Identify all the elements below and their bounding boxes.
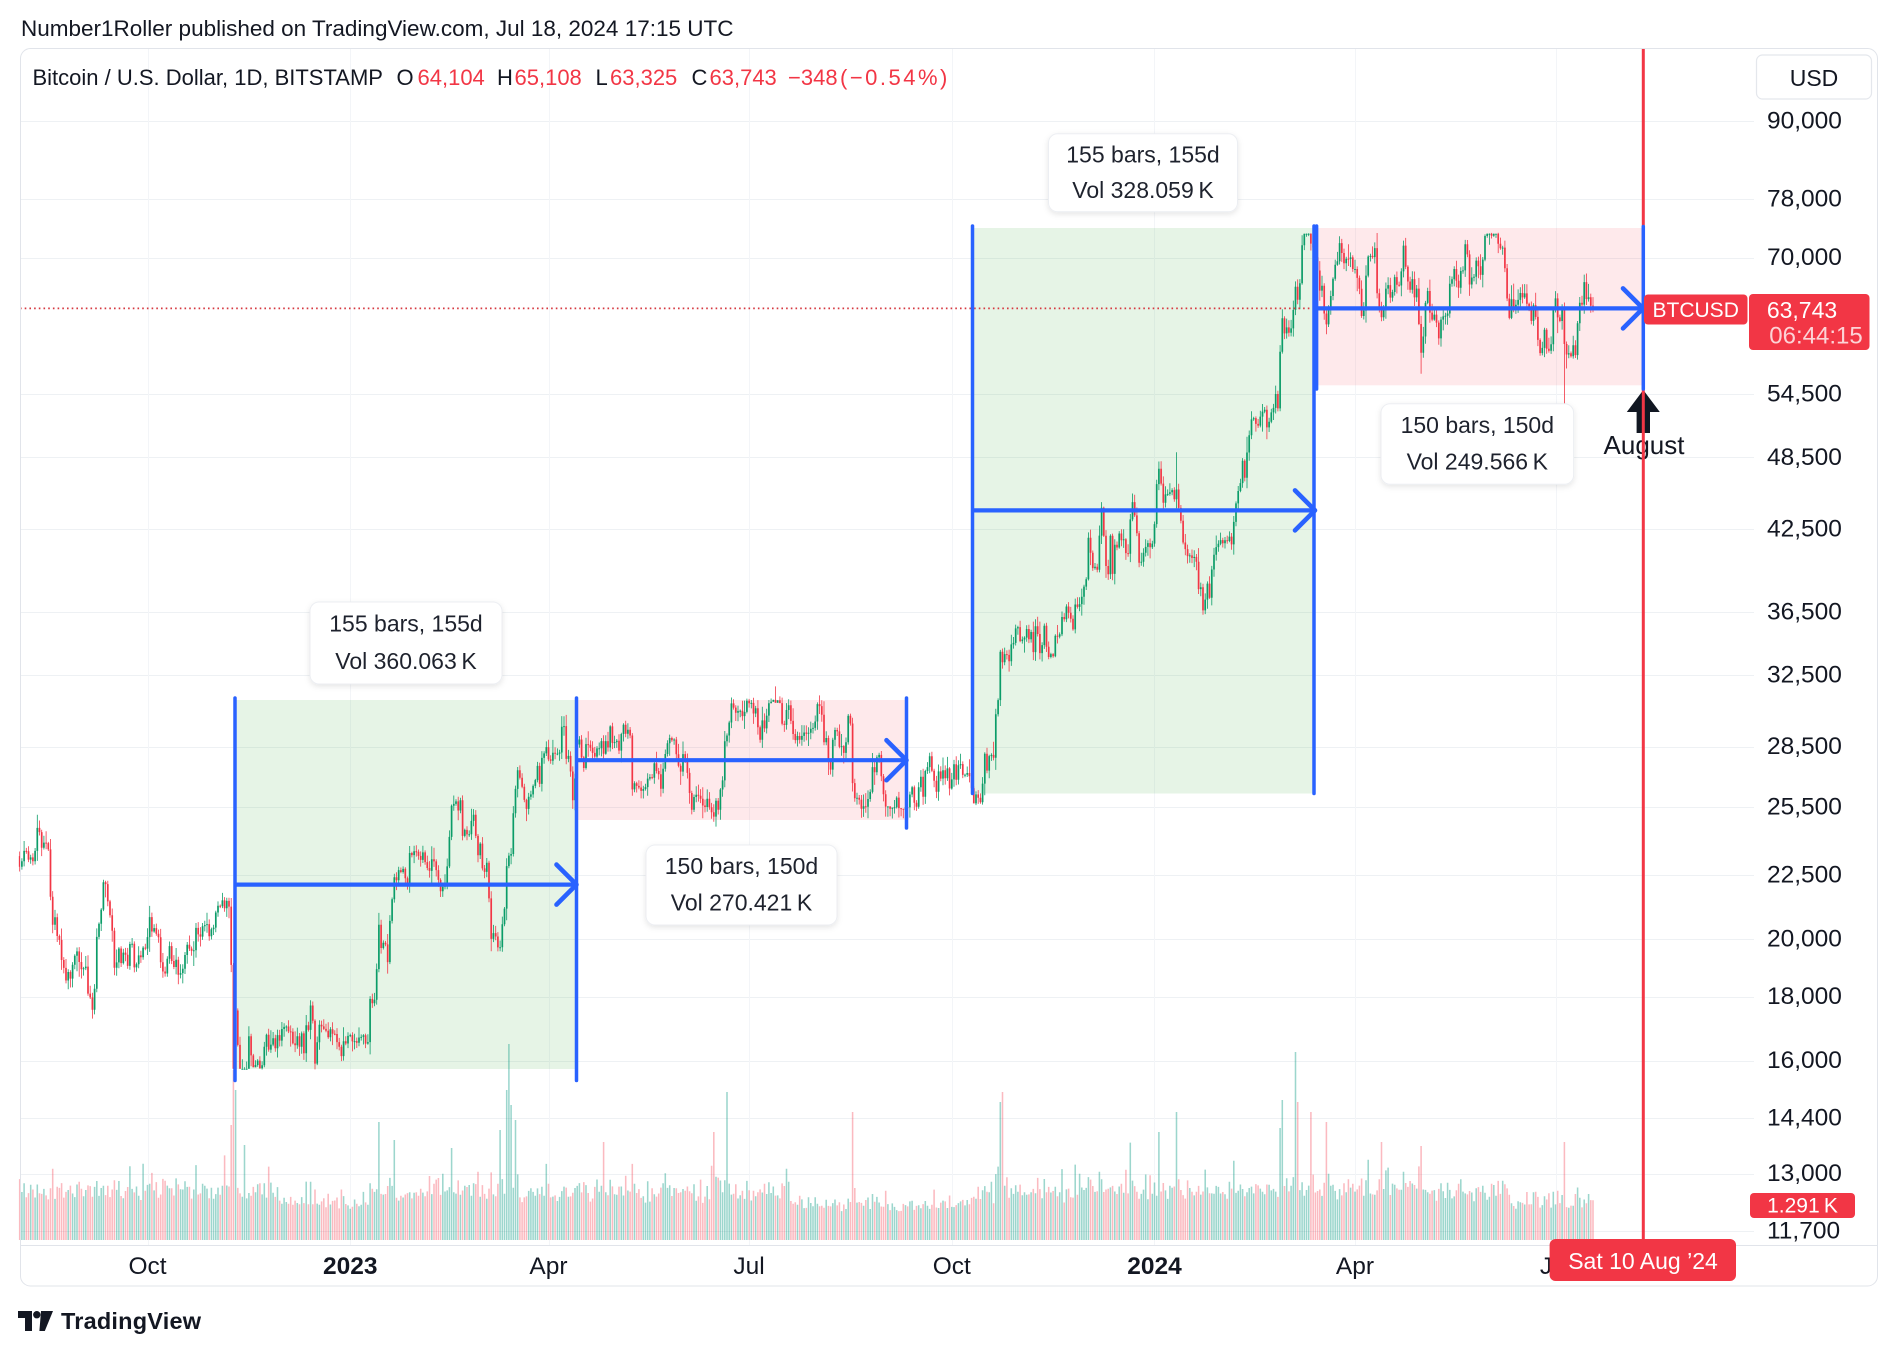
svg-text:USD: USD <box>1790 65 1839 91</box>
svg-text:06:44:15: 06:44:15 <box>1769 323 1862 350</box>
svg-text:Apr: Apr <box>529 1253 567 1280</box>
svg-text:42,500: 42,500 <box>1767 516 1842 543</box>
svg-text:Number1Roller published on Tra: Number1Roller published on TradingView.c… <box>21 16 734 41</box>
svg-text:63,743: 63,743 <box>1767 297 1837 323</box>
svg-text:64,104: 64,104 <box>418 65 485 90</box>
svg-text:H: H <box>497 65 513 90</box>
svg-text:90,000: 90,000 <box>1767 108 1842 135</box>
svg-text:25,500: 25,500 <box>1767 794 1842 821</box>
svg-text:14,400: 14,400 <box>1767 1104 1842 1131</box>
svg-text:−348: −348 <box>788 65 838 90</box>
svg-text:63,325: 63,325 <box>610 65 677 90</box>
svg-text:(−0.54%): (−0.54%) <box>840 65 950 90</box>
svg-text:Vol 249.566 K: Vol 249.566 K <box>1407 449 1549 475</box>
svg-text:Vol 360.063 K: Vol 360.063 K <box>335 648 477 674</box>
svg-text:2024: 2024 <box>1127 1253 1182 1280</box>
svg-text:155 bars, 155d: 155 bars, 155d <box>329 611 482 637</box>
svg-text:Bitcoin / U.S. Dollar, 1D, BIT: Bitcoin / U.S. Dollar, 1D, BITSTAMP <box>33 65 383 90</box>
svg-text:48,500: 48,500 <box>1767 444 1842 471</box>
svg-text:65,108: 65,108 <box>515 65 582 90</box>
svg-text:63,743: 63,743 <box>710 65 777 90</box>
svg-text:2023: 2023 <box>323 1253 378 1280</box>
svg-text:Jul: Jul <box>733 1253 764 1280</box>
svg-text:TradingView: TradingView <box>61 1308 202 1334</box>
svg-text:Sat 10 Aug ’24: Sat 10 Aug ’24 <box>1568 1248 1718 1274</box>
svg-text:1.291 K: 1.291 K <box>1767 1195 1838 1218</box>
svg-text:16,000: 16,000 <box>1767 1047 1842 1074</box>
svg-text:11,700: 11,700 <box>1767 1217 1840 1244</box>
svg-text:Vol 328.059 K: Vol 328.059 K <box>1072 177 1214 203</box>
svg-text:C: C <box>692 65 708 90</box>
svg-text:36,500: 36,500 <box>1767 599 1842 626</box>
svg-text:Oct: Oct <box>128 1253 166 1280</box>
svg-text:18,000: 18,000 <box>1767 983 1842 1010</box>
svg-text:32,500: 32,500 <box>1767 662 1842 689</box>
svg-text:20,000: 20,000 <box>1767 926 1842 953</box>
svg-text:78,000: 78,000 <box>1767 185 1842 212</box>
svg-text:13,000: 13,000 <box>1767 1160 1842 1187</box>
svg-text:Vol 270.421 K: Vol 270.421 K <box>671 890 813 916</box>
svg-text:BTCUSD: BTCUSD <box>1653 299 1739 322</box>
svg-text:54,500: 54,500 <box>1767 380 1842 407</box>
svg-text:Apr: Apr <box>1336 1253 1374 1280</box>
svg-text:70,000: 70,000 <box>1767 244 1842 271</box>
svg-text:28,500: 28,500 <box>1767 733 1842 760</box>
svg-text:O: O <box>397 65 414 90</box>
svg-text:L: L <box>596 65 608 90</box>
svg-text:150 bars, 150d: 150 bars, 150d <box>1401 412 1554 438</box>
svg-text:22,500: 22,500 <box>1767 862 1842 889</box>
svg-text:155 bars, 155d: 155 bars, 155d <box>1066 141 1219 167</box>
svg-text:Oct: Oct <box>933 1253 971 1280</box>
svg-text:150 bars, 150d: 150 bars, 150d <box>665 853 818 879</box>
